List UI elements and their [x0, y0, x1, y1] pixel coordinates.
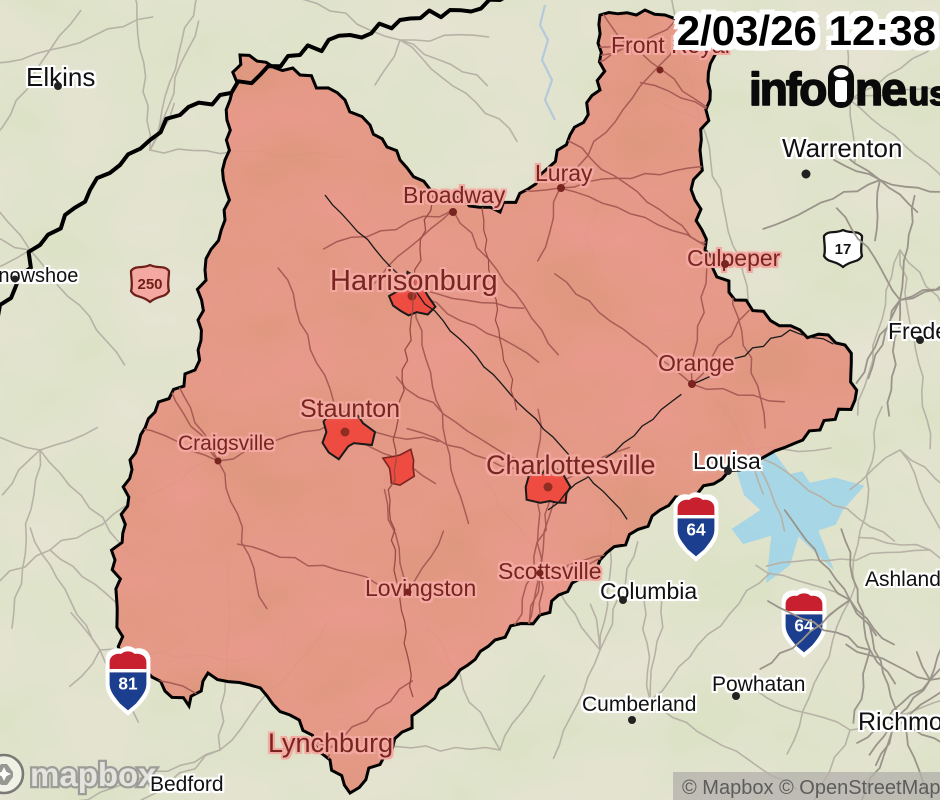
- svg-text:17: 17: [835, 241, 852, 258]
- svg-text:250: 250: [137, 276, 162, 293]
- svg-text:64: 64: [686, 520, 706, 540]
- svg-text:.us: .us: [899, 75, 940, 113]
- svg-text:81: 81: [118, 674, 138, 694]
- svg-text:mapbox: mapbox: [30, 756, 157, 793]
- svg-text:© Mapbox © OpenStreetMap: © Mapbox © OpenStreetMap: [682, 777, 940, 799]
- svg-text:info: info: [749, 63, 826, 115]
